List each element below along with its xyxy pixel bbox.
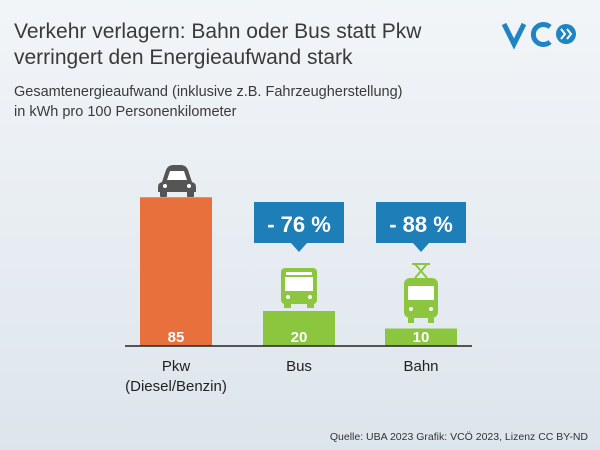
- source: Quelle: UBA 2023 Grafik: VCÖ 2023, Lizen…: [330, 431, 589, 443]
- callout: [376, 202, 466, 252]
- tram-icon: [404, 263, 438, 323]
- logo: [501, 22, 576, 50]
- chart-title: Verkehr verlagern: Bahn oder Bus statt P…: [14, 20, 422, 43]
- x-tick-label: (Diesel/Benzin): [125, 378, 227, 395]
- value-label: 10: [413, 329, 430, 346]
- value-label: 85: [168, 329, 185, 346]
- annotation: - 76 %: [267, 212, 331, 237]
- subtitle: Gesamtenergieaufwand (inklusive z.B. Fah…: [14, 84, 402, 100]
- x-tick-label: Bahn: [403, 358, 438, 375]
- x-tick-label: Pkw: [162, 358, 191, 375]
- car-icon: [158, 165, 196, 197]
- bus-icon: [281, 268, 317, 308]
- chart-title: verringert den Energieaufwand stark: [14, 46, 353, 69]
- subtitle: in kWh pro 100 Personenkilometer: [14, 104, 237, 120]
- annotation: - 88 %: [389, 212, 453, 237]
- bar: [140, 197, 212, 346]
- value-label: 20: [291, 329, 308, 346]
- bar: [385, 328, 457, 346]
- x-tick-label: Bus: [286, 358, 312, 375]
- bar: [263, 311, 335, 346]
- callout: [254, 202, 344, 252]
